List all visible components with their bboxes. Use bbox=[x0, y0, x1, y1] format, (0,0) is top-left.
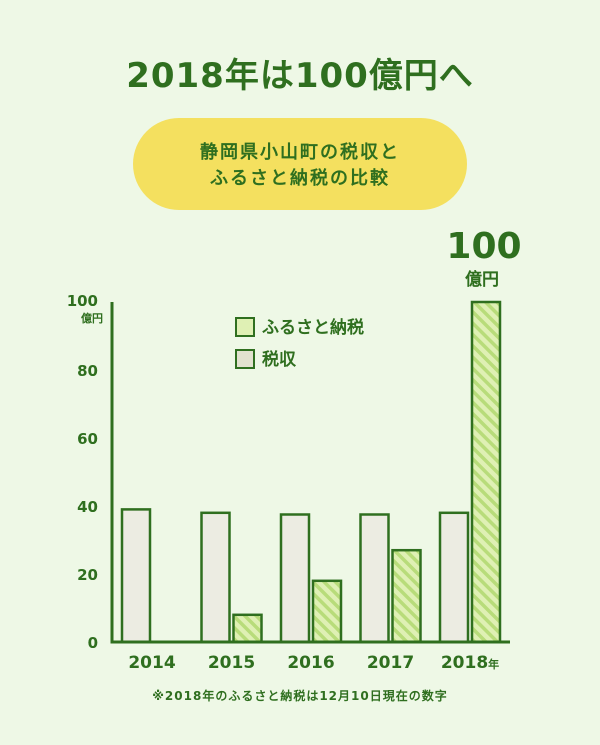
furusato-bar bbox=[311, 579, 343, 644]
tax-bar bbox=[200, 511, 231, 644]
y-tick-label: 80 bbox=[77, 362, 98, 380]
x-tick-label: 2016 bbox=[287, 653, 334, 673]
x-tick-suffix: 年 bbox=[488, 657, 499, 671]
footnote: ※2018年のふるさと納税は12月10日現在の数字 bbox=[152, 689, 448, 703]
tax-bar bbox=[359, 513, 390, 644]
y-tick-label: 20 bbox=[77, 566, 98, 584]
x-tick-label: 2017 bbox=[367, 653, 414, 673]
furusato-bar bbox=[470, 300, 502, 644]
highlight-value: 100 bbox=[446, 226, 521, 267]
y-tick-label: 100 bbox=[67, 292, 98, 310]
tax-bar bbox=[438, 511, 470, 644]
chart-title: 2018年は100億円へ bbox=[126, 56, 474, 96]
subtitle-line-2: ふるさと納税の比較 bbox=[210, 168, 390, 189]
y-tick-label: 60 bbox=[77, 430, 98, 448]
subtitle-line-1: 静岡県小山町の税収と bbox=[200, 142, 400, 163]
tax-bar bbox=[279, 513, 311, 644]
legend-label: 税収 bbox=[262, 349, 297, 370]
subtitle-badge: 静岡県小山町の税収と ふるさと納税の比較 bbox=[133, 118, 467, 210]
y-tick-label: 40 bbox=[77, 498, 98, 516]
y-tick-label: 0 bbox=[88, 634, 98, 652]
tax-bar bbox=[120, 508, 152, 644]
x-tick-label: 2018年 bbox=[441, 653, 499, 673]
legend-label: ふるさと納税 bbox=[262, 317, 364, 338]
x-tick-label: 2015 bbox=[208, 653, 255, 673]
highlight-unit: 億円 bbox=[465, 269, 499, 290]
furusato-bar bbox=[391, 548, 422, 644]
x-tick-label: 2014 bbox=[128, 653, 175, 673]
y-axis-unit: 億円 bbox=[81, 311, 103, 325]
furusato-bar bbox=[232, 613, 263, 644]
legend-swatch bbox=[235, 317, 255, 337]
legend-swatch bbox=[235, 349, 255, 369]
